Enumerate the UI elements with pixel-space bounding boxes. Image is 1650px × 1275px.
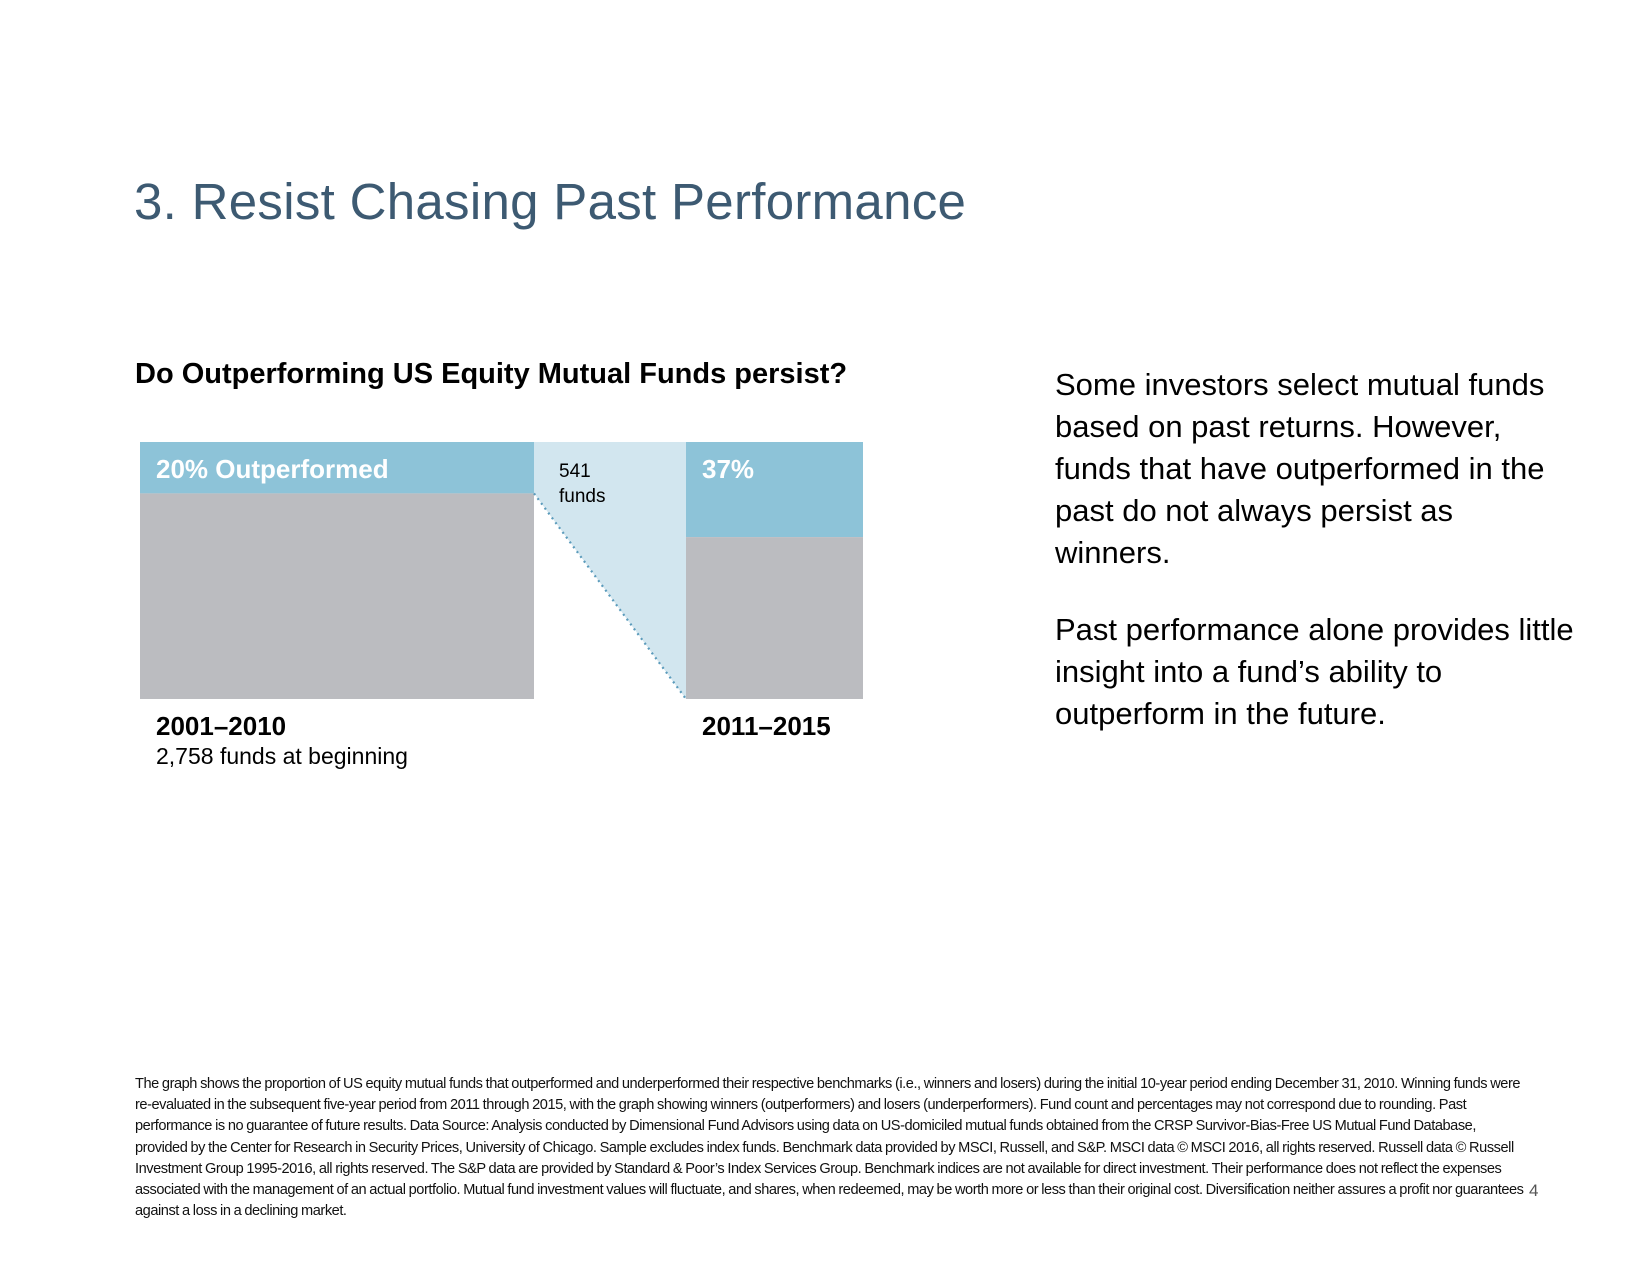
bar-outperformed-0 — [140, 442, 534, 494]
period-label-0: 2001–2010 — [156, 711, 286, 741]
period-label-1: 2011–2015 — [702, 711, 831, 741]
bar-outperformed-1 — [686, 442, 863, 538]
period-sublabel-0: 2,758 funds at beginning — [156, 743, 408, 769]
connector-label-line-0: 541 — [559, 461, 591, 482]
body-paragraph-2: Past performance alone provides little i… — [1055, 612, 1574, 731]
body-paragraph-1: Some investors select mutual funds based… — [1055, 367, 1545, 570]
footnote-disclosure: The graph shows the proportion of US equ… — [135, 1076, 1524, 1220]
connector-dotted-line — [533, 492, 687, 700]
bar-underperformed-0 — [140, 493, 534, 699]
connector-label-line-1: funds — [559, 486, 605, 507]
page-number: 4 — [1529, 1181, 1539, 1200]
connector-wedge — [534, 442, 686, 699]
outperformed-label-1: 37% — [702, 454, 754, 484]
page-title: 3. Resist Chasing Past Performance — [134, 173, 967, 230]
outperformed-label-0: 20% Outperformed — [156, 454, 389, 484]
bar-underperformed-1 — [686, 537, 863, 699]
chart-title: Do Outperforming US Equity Mutual Funds … — [135, 358, 848, 390]
